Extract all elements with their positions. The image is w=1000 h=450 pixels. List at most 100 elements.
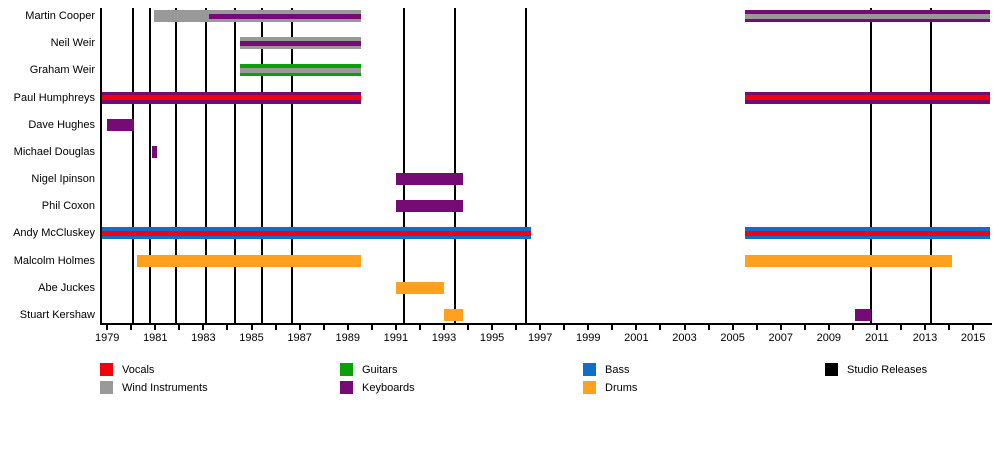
- x-axis-tick-label: 1981: [143, 332, 168, 344]
- studio-release-line: [453, 8, 456, 323]
- x-axis-tick: [683, 325, 686, 330]
- drums-swatch-icon: [583, 381, 596, 394]
- studio-release-line: [261, 8, 264, 323]
- x-axis-tick-label: 1995: [479, 332, 505, 344]
- member-label: Nigel Ipinson: [31, 173, 95, 186]
- vocals-swatch-icon: [100, 363, 113, 376]
- x-axis-tick: [154, 325, 157, 330]
- member-label: Graham Weir: [29, 64, 95, 77]
- x-axis-tick: [827, 325, 830, 330]
- x-axis-tick: [779, 325, 782, 330]
- x-axis-tick-label: 1979: [94, 332, 120, 344]
- x-axis-tick: [731, 325, 734, 330]
- studio-release-line: [869, 8, 872, 323]
- x-axis-tick: [924, 325, 927, 330]
- studio-release-line: [233, 8, 236, 323]
- x-axis-tick: [587, 325, 590, 330]
- legend-label: Studio Releases: [847, 363, 928, 376]
- x-axis-tick-label: 1987: [287, 332, 312, 344]
- guitars-swatch-icon: [340, 363, 353, 376]
- legend-label: Drums: [605, 381, 638, 394]
- studio-release-line: [148, 8, 151, 323]
- x-axis-tick: [106, 325, 109, 330]
- timeline-bar: [395, 281, 444, 294]
- x-axis-tick-label: 2007: [768, 332, 793, 344]
- timeline-bar: [395, 173, 464, 186]
- plot-area: Martin Cooper Neil Weir Graham Weir Paul Hu…: [13, 8, 992, 344]
- studio-release-line: [175, 8, 178, 323]
- studio-release-line: [132, 8, 135, 323]
- timeline-bar: [151, 145, 157, 158]
- x-axis-tick: [346, 325, 349, 330]
- x-axis-tick-label: 2005: [720, 332, 745, 344]
- legend-label: Bass: [605, 363, 630, 376]
- x-axis-tick: [370, 325, 373, 330]
- x-axis-tick: [418, 325, 421, 330]
- legend-item-bass: Bass: [583, 363, 629, 376]
- legend-item-drums: Drums: [583, 381, 637, 394]
- studio-release-line: [524, 8, 527, 323]
- x-axis-tick: [467, 325, 470, 330]
- member-label: Dave Hughes: [28, 118, 95, 131]
- x-axis-tick: [250, 325, 253, 330]
- y-axis: [100, 8, 102, 325]
- x-axis-tick: [563, 325, 566, 330]
- x-axis-tick: [515, 325, 518, 330]
- studio-release-line: [291, 8, 294, 323]
- member-label: Stuart Kershaw: [19, 308, 95, 321]
- studio-release-line: [930, 8, 933, 323]
- timeline-bar-stripe: [744, 230, 990, 236]
- legend-item-studio_releases: Studio Releases: [825, 363, 927, 376]
- bass-swatch-icon: [583, 363, 596, 376]
- timeline-bar-stripe: [744, 95, 990, 101]
- wind-instruments-swatch-icon: [100, 381, 113, 394]
- x-axis-tick: [178, 325, 181, 330]
- x-axis-tick: [274, 325, 277, 330]
- member-label: Neil Weir: [50, 37, 95, 50]
- x-axis-tick: [972, 325, 975, 330]
- legend: Vocals Wind Instruments Guitars Keyboards Ba…: [0, 355, 1000, 405]
- x-axis-tick-label: 2001: [624, 332, 649, 344]
- x-axis-tick: [130, 325, 133, 330]
- legend-label: Vocals: [122, 363, 155, 376]
- x-axis-tick-label: 2011: [865, 332, 889, 344]
- x-axis-tick-label: 1999: [576, 332, 601, 344]
- x-axis-tick: [611, 325, 614, 330]
- x-axis: [100, 323, 992, 325]
- x-axis-tick: [298, 325, 301, 330]
- x-axis-tick: [322, 325, 325, 330]
- studio-release-line: [403, 8, 406, 323]
- x-axis-tick: [851, 325, 854, 330]
- studio-releases-swatch-icon: [825, 363, 838, 376]
- timeline-bar-stripe: [100, 230, 531, 236]
- timeline-bar-stripe: [744, 13, 990, 19]
- x-axis-tick-label: 1989: [335, 332, 360, 344]
- legend-label: Guitars: [362, 363, 398, 376]
- x-axis-tick-label: 1997: [527, 332, 553, 344]
- timeline-bar: [107, 118, 134, 131]
- member-label: Martin Cooper: [25, 10, 95, 22]
- member-label: Abe Juckes: [38, 281, 95, 294]
- x-axis-tick-label: 1993: [431, 332, 457, 344]
- timeline-bar-stripe: [239, 40, 361, 46]
- legend-item-wind_instruments: Wind Instruments: [100, 381, 208, 394]
- x-axis-tick: [202, 325, 205, 330]
- x-axis-tick-label: 2013: [912, 332, 938, 344]
- studio-release-line: [204, 8, 207, 323]
- x-axis-tick-label: 2009: [816, 332, 842, 344]
- x-axis-tick: [900, 325, 902, 330]
- x-axis-tick: [707, 325, 710, 330]
- keyboards-swatch-icon: [340, 381, 353, 394]
- member-label: Malcolm Holmes: [13, 254, 95, 267]
- legend-item-guitars: Guitars: [340, 363, 397, 376]
- x-axis-tick: [539, 325, 542, 330]
- x-axis-tick: [755, 325, 758, 330]
- x-axis-tick-label: 2015: [960, 332, 986, 344]
- x-axis-tick-label: 1991: [383, 332, 409, 344]
- x-axis-tick: [803, 325, 806, 330]
- timeline-bar-stripe: [100, 95, 361, 101]
- timeline-bar: [137, 254, 361, 267]
- x-axis-tick-label: 1985: [239, 332, 264, 344]
- timeline-bar: [744, 254, 952, 267]
- legend-label: Keyboards: [362, 381, 415, 394]
